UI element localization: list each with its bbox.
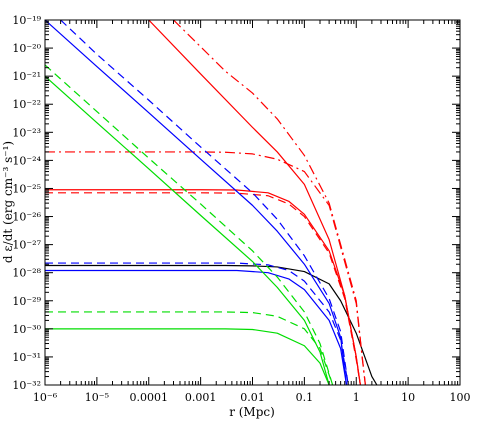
y-tick-label: 10⁻³¹ (12, 351, 41, 364)
y-tick-label: 10⁻²⁷ (12, 239, 41, 252)
x-axis-title: r (Mpc) (229, 405, 275, 419)
red-solid-series-line (45, 189, 361, 385)
x-tick-label: 0.0001 (130, 391, 169, 404)
tick-layer: 10⁻⁶ 10⁻⁵ 0.0001 0.001 0.01 0.1 1 10 100 10⁻³² 10⁻… (12, 14, 470, 404)
x-tick-label: 10 (401, 391, 415, 404)
green-solid-series-line (45, 328, 330, 385)
y-tick-label: 10⁻³⁰ (12, 323, 41, 336)
x-tick-label: 10⁻⁵ (85, 391, 109, 404)
x-tick-label: 0.01 (240, 391, 265, 404)
blue-dashed-series-line (60, 20, 349, 385)
y-tick-label: 10⁻²³ (12, 126, 41, 139)
series-layer (45, 20, 378, 385)
blue-solid-series-line (45, 269, 348, 385)
y-tick-label: 10⁻²² (12, 98, 41, 111)
blue-solid-series-line (45, 20, 348, 385)
x-tick-label: 0.1 (296, 391, 314, 404)
x-tick-label: 100 (450, 391, 471, 404)
y-tick-label: 10⁻²⁶ (12, 211, 41, 224)
green-dashed-series-line (45, 311, 334, 385)
y-tick-label: 10⁻²⁴ (12, 154, 41, 167)
y-tick-label: 10⁻³² (12, 379, 41, 392)
y-tick-label: 10⁻¹⁹ (12, 14, 41, 27)
green-dashed-series-line (45, 64, 334, 385)
blue-dashed-series-line (45, 262, 349, 385)
green-solid-series-line (45, 75, 330, 385)
x-tick-label: 1 (353, 391, 360, 404)
y-tick-label: 10⁻²⁰ (12, 42, 41, 55)
y-tick-label: 10⁻²⁹ (12, 295, 41, 308)
plot-frame (44, 19, 461, 386)
x-tick-label: 10⁻⁶ (33, 391, 58, 404)
y-tick-label: 10⁻²⁸ (12, 267, 41, 280)
y-tick-label: 10⁻²¹ (12, 70, 41, 83)
x-tick-label: 0.001 (185, 391, 217, 404)
red-dashdot-series-line (173, 20, 366, 385)
y-tick-label: 10⁻²⁵ (12, 182, 41, 195)
red-dashed-series-line (45, 192, 361, 385)
y-axis-title: d ε/dt (erg cm⁻³ s⁻¹) (1, 141, 15, 263)
red-dashdot-series-line (45, 151, 366, 385)
